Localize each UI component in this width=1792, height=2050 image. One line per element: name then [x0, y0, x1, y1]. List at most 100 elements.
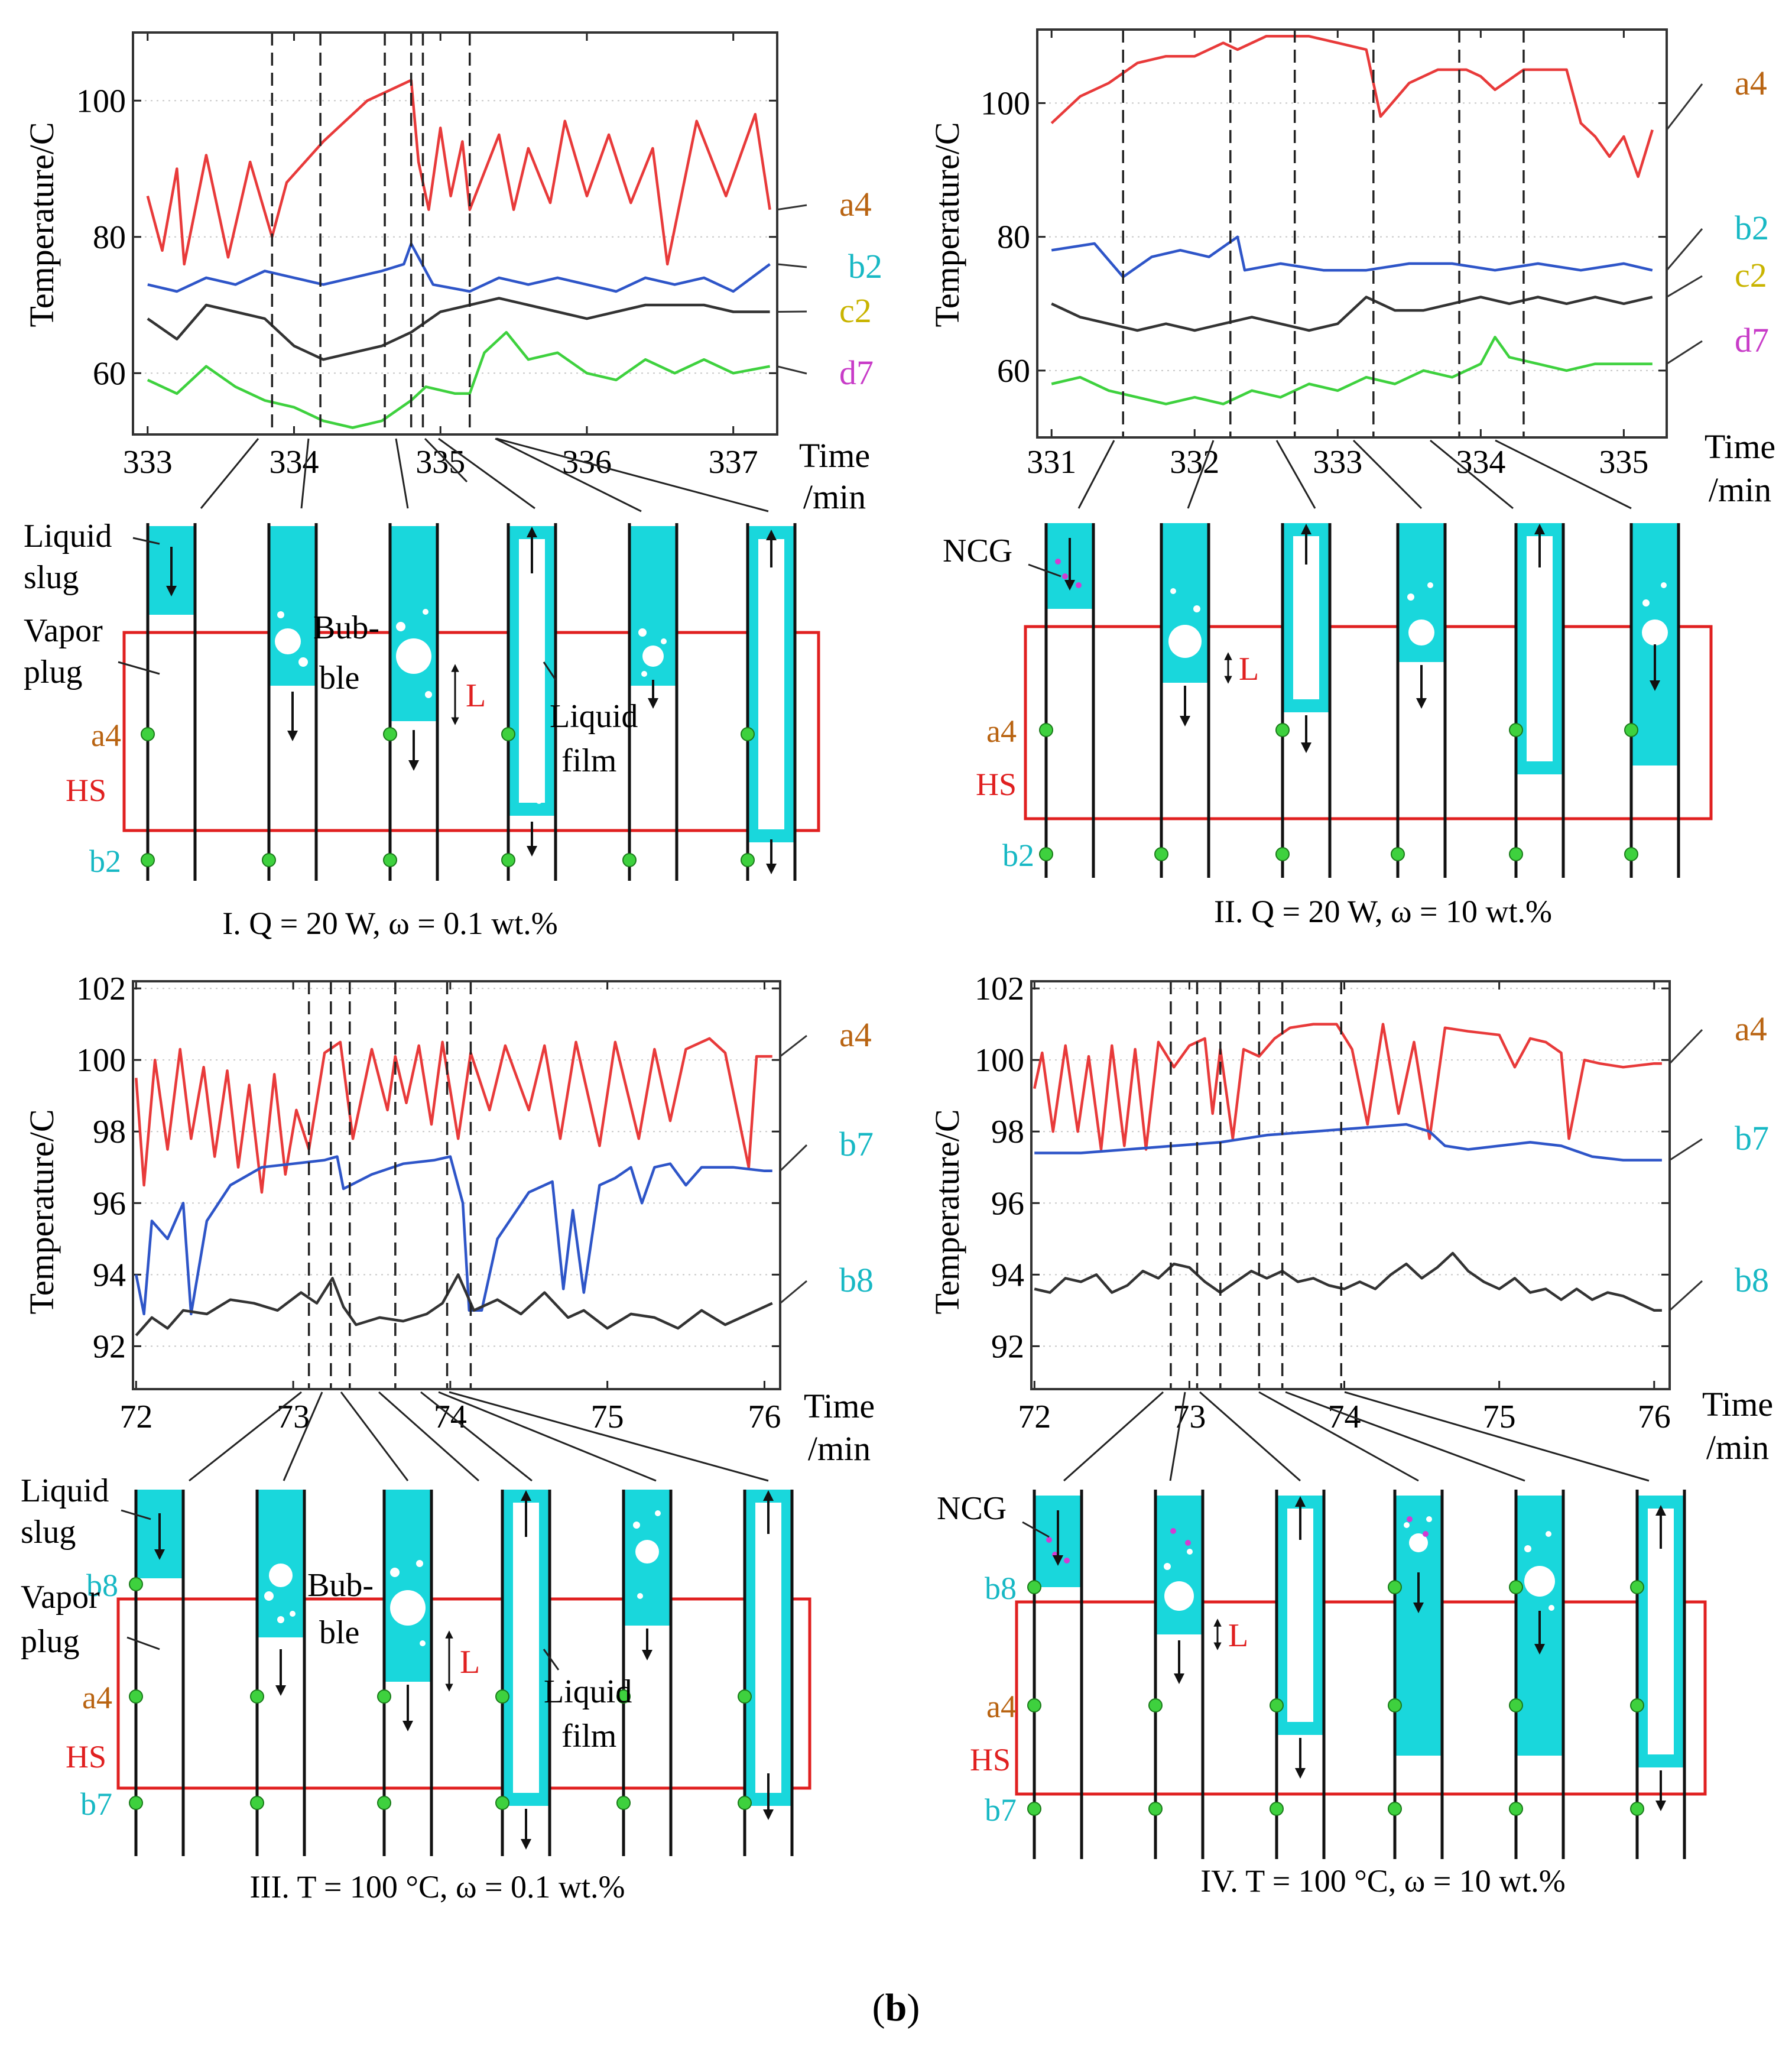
bubble-label-2: ble [319, 1614, 359, 1651]
event-connector [1344, 1391, 1650, 1482]
bubble [642, 646, 664, 667]
plot-frame [1036, 28, 1668, 439]
sensor-dot [262, 853, 276, 867]
ncg-dot [1055, 559, 1061, 565]
sensor-dot [622, 853, 637, 867]
series-leader-a4 [780, 1034, 807, 1058]
bubble-label-1: Bub- [307, 1567, 374, 1604]
x-tick-label: 334 [270, 444, 319, 481]
x-tick-label: 337 [709, 444, 758, 481]
vapor-core [1287, 1509, 1313, 1722]
series-line-b8 [1034, 1251, 1662, 1312]
liquid-slug [1155, 1496, 1203, 1634]
bubble [396, 622, 405, 631]
series-line-a4 [135, 1037, 772, 1194]
y-tick-label: 96 [93, 1185, 126, 1222]
y-tick-label: 100 [76, 1042, 126, 1079]
y-tick-label: 102 [975, 971, 1024, 1007]
annotation-leader [1022, 1521, 1050, 1538]
heat-section-label: HS [976, 767, 1017, 802]
series-label-a4: a4 [839, 1016, 872, 1054]
bubble [1548, 1605, 1554, 1611]
bubble [759, 1507, 766, 1514]
series-line-b8 [135, 1273, 773, 1337]
x-tick-label: 332 [1170, 444, 1219, 481]
bubble [531, 1533, 538, 1540]
sensor-dot [616, 1796, 631, 1810]
bubble [1642, 619, 1668, 646]
sensor-dot [250, 1689, 264, 1704]
chart-4-ylabel: Temperature/C [928, 1109, 966, 1314]
sensor-label-lower: b2 [1002, 838, 1034, 873]
panel-2-caption: II. Q = 20 W, ω = 10 wt.% [1214, 894, 1552, 929]
series-leader-b7 [779, 1144, 808, 1172]
sensor-dot [1275, 847, 1290, 861]
sensor-label-upper: a4 [986, 713, 1017, 749]
sensor-dot [1388, 1580, 1402, 1594]
panel-1-caption: I. Q = 20 W, ω = 0.1 wt.% [222, 906, 557, 941]
sensor-dot [1509, 1580, 1523, 1594]
y-tick-label: 80 [93, 219, 126, 256]
series-line-b2 [147, 242, 771, 293]
chart-1: 6080100333334335336337a4b2c2d7 [76, 31, 882, 481]
event-connector [378, 1391, 479, 1482]
event-connector [1077, 440, 1115, 509]
x-tick-label: 335 [415, 444, 465, 481]
sensor-dot [1270, 1802, 1284, 1816]
bubble [772, 1522, 778, 1528]
bubble [416, 1560, 423, 1567]
bubble [1409, 1533, 1428, 1552]
x-tick-label: 333 [1313, 444, 1362, 481]
y-tick-label: 60 [997, 353, 1030, 390]
series-line-a4 [146, 79, 771, 266]
series-label-d7: d7 [839, 353, 874, 392]
sensor-dot [1630, 1698, 1644, 1712]
x-tick-label: 72 [1018, 1399, 1051, 1435]
sensor-dot [1275, 723, 1290, 737]
chart-2-ylabel: Temperature/C [928, 122, 966, 327]
series-line-b7 [135, 1155, 772, 1316]
event-connector [1285, 1391, 1525, 1482]
chart-1-xlabel-unit: /min [803, 478, 866, 516]
y-tick-label: 100 [76, 83, 126, 119]
length-label: L [1239, 651, 1259, 687]
event-connector [449, 1391, 769, 1482]
sensor-label-lower: b7 [985, 1792, 1017, 1828]
series-label-b7: b7 [839, 1125, 874, 1163]
bubble [1164, 1563, 1171, 1570]
sensor-dot [495, 1796, 509, 1810]
length-label: L [466, 677, 486, 714]
sensor-label-upper: a4 [91, 718, 121, 753]
ncg-label: NCG [937, 1490, 1007, 1527]
bubble [396, 638, 431, 674]
series-label-d7: d7 [1735, 321, 1769, 359]
event-connector [283, 1391, 323, 1481]
series-leader-b7 [1669, 1138, 1703, 1161]
event-connector [438, 1391, 657, 1482]
bubble [641, 671, 647, 677]
event-connector [189, 1391, 302, 1482]
series-label-a4: a4 [1735, 64, 1767, 102]
bubble [298, 657, 308, 667]
bubble [1187, 1549, 1193, 1555]
figure-label-letter: b [885, 1986, 907, 2029]
figure-label: (b) [872, 1986, 920, 2029]
heat-section-label: HS [66, 1739, 106, 1775]
vapor-plug-label-2: plug [21, 1623, 80, 1660]
y-tick-label: 102 [76, 971, 126, 1007]
ncg-dot [1423, 1531, 1429, 1537]
bubble [536, 798, 542, 804]
series-line-a4 [1050, 35, 1654, 179]
event-connector [1258, 1391, 1419, 1482]
series-label-b2: b2 [1735, 209, 1769, 247]
bubble [637, 1593, 643, 1599]
bubble [522, 788, 530, 796]
chart-4-xlabel-time: Time [1702, 1385, 1773, 1423]
sensor-dot [1509, 723, 1523, 737]
sensor-dot [250, 1796, 264, 1810]
series-line-b2 [1051, 235, 1653, 278]
heat-section-outline [1015, 1600, 1707, 1796]
y-tick-label: 98 [991, 1114, 1024, 1150]
panel-4-caption: IV. T = 100 °C, ω = 10 wt.% [1200, 1863, 1566, 1899]
ncg-dot [1407, 1516, 1413, 1522]
